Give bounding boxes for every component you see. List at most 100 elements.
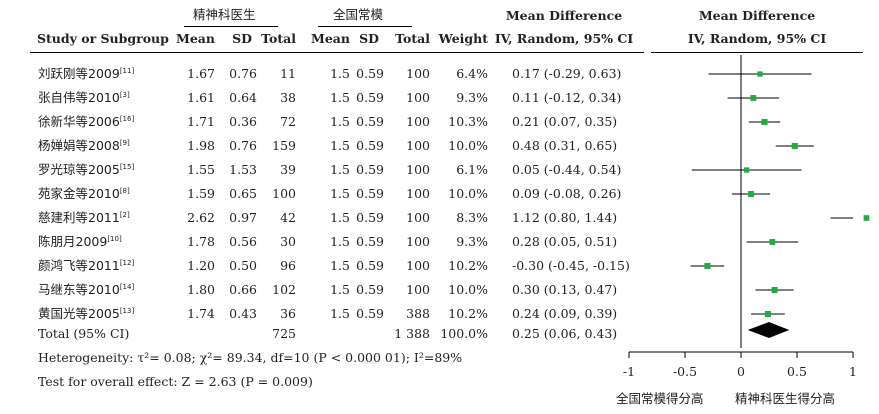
- effect-marker: [769, 239, 776, 245]
- study-weight: 6.4%: [456, 66, 488, 81]
- study-ref: [3]: [119, 90, 130, 99]
- study-n1: 159: [272, 138, 296, 153]
- study-mean2: 1.5: [330, 138, 350, 153]
- x-tick-label: 0.5: [787, 364, 807, 379]
- study-ci: 0.05 (-0.44, 0.54): [512, 162, 622, 177]
- study-mean1: 1.20: [187, 258, 215, 273]
- study-mean2: 1.5: [330, 282, 350, 297]
- effect-marker: [791, 143, 798, 149]
- study-mean2: 1.5: [330, 258, 350, 273]
- study-weight: 10.2%: [448, 258, 488, 273]
- study-ci: 0.09 (-0.08, 0.26): [512, 186, 622, 201]
- study-name: 慈建利等2011[2]: [38, 211, 130, 225]
- study-name: 陈朋月2009[10]: [38, 235, 122, 249]
- study-n2: 388: [406, 306, 430, 321]
- study-name: 苑家金等2010[8]: [38, 187, 130, 201]
- study-name: 刘跃刚等2009[11]: [38, 67, 134, 81]
- study-sd2: 0.59: [356, 66, 384, 81]
- study-sd2: 0.59: [356, 234, 384, 249]
- study-ref: [2]: [119, 210, 130, 219]
- study-sd2: 0.59: [356, 258, 384, 273]
- study-ref: [12]: [119, 258, 135, 267]
- group1-underline: [184, 26, 278, 27]
- x-tick-label: 0: [737, 364, 745, 379]
- study-name: 罗光琼等2005[15]: [38, 163, 134, 177]
- study-name-text: 黄国光等2005: [38, 306, 120, 321]
- col-study: Study or Subgroup: [37, 31, 169, 46]
- study-name-text: 颜鸿飞等2011: [38, 258, 120, 273]
- study-weight: 10.0%: [448, 282, 488, 297]
- study-ref: [11]: [119, 66, 135, 75]
- study-sd2: 0.59: [356, 114, 384, 129]
- effect-marker: [704, 262, 711, 270]
- study-n1: 72: [280, 114, 296, 129]
- study-ci: 0.17 (-0.29, 0.63): [512, 66, 622, 81]
- study-name: 颜鸿飞等2011[12]: [38, 259, 134, 273]
- effect-marker: [748, 191, 755, 197]
- study-sd2: 0.59: [356, 210, 384, 225]
- study-sd2: 0.59: [356, 162, 384, 177]
- study-name: 马继东等2010[14]: [38, 283, 134, 297]
- study-mean2: 1.5: [330, 66, 350, 81]
- study-sd1: 0.43: [229, 306, 257, 321]
- study-mean1: 1.78: [187, 234, 215, 249]
- study-weight: 8.3%: [456, 210, 488, 225]
- study-name-text: 马继东等2010: [38, 282, 120, 297]
- study-weight: 10.0%: [448, 186, 488, 201]
- plot-header-rule: [651, 52, 863, 53]
- study-ref: [9]: [119, 138, 130, 147]
- study-mean2: 1.5: [330, 114, 350, 129]
- study-ci: 0.11 (-0.12, 0.34): [512, 90, 622, 105]
- total-label: Total (95% CI): [38, 326, 130, 341]
- study-ref: [14]: [119, 282, 135, 291]
- effect-marker: [743, 167, 750, 173]
- study-ci: 1.12 (0.80, 1.44): [512, 210, 618, 225]
- study-mean1: 1.67: [187, 66, 215, 81]
- study-sd1: 0.50: [229, 258, 257, 273]
- study-ref: [8]: [119, 186, 130, 195]
- group1-header: 精神科医生: [193, 7, 256, 22]
- study-mean2: 1.5: [330, 186, 350, 201]
- pooled-diamond: [747, 322, 790, 338]
- study-sd1: 0.65: [229, 186, 257, 201]
- study-weight: 9.3%: [456, 90, 488, 105]
- effect-marker: [771, 287, 778, 293]
- study-name: 黄国光等2005[13]: [38, 307, 134, 321]
- study-sd2: 0.59: [356, 90, 384, 105]
- study-ci: -0.30 (-0.45, -0.15): [512, 258, 630, 273]
- study-ci: 0.48 (0.31, 0.65): [512, 138, 618, 153]
- study-n2: 100: [406, 114, 430, 129]
- col-plot-method: IV, Random, 95% CI: [687, 31, 827, 46]
- study-n2: 100: [406, 138, 430, 153]
- study-sd1: 0.76: [229, 66, 257, 81]
- col-sd1: SD: [232, 31, 252, 46]
- study-name-text: 张自伟等2010: [38, 90, 120, 105]
- col-mean1: Mean: [176, 31, 215, 46]
- heterogeneity-text: Heterogeneity: τ²= 0.08; χ²= 89.34, df=1…: [38, 350, 463, 365]
- x-tick-label: -1: [623, 364, 635, 379]
- study-mean2: 1.5: [330, 234, 350, 249]
- study-sd1: 0.56: [229, 234, 257, 249]
- study-n2: 100: [406, 186, 430, 201]
- plot-title: Mean Difference: [698, 8, 816, 23]
- study-mean2: 1.5: [330, 90, 350, 105]
- study-mean1: 1.80: [187, 282, 215, 297]
- study-name-text: 苑家金等2010: [38, 186, 120, 201]
- study-weight: 10.3%: [448, 114, 488, 129]
- study-n2: 100: [406, 282, 430, 297]
- study-name-text: 慈建利等2011: [38, 210, 120, 225]
- study-weight: 10.2%: [448, 306, 488, 321]
- study-name-text: 罗光琼等2005: [38, 162, 120, 177]
- xlabel-left: 全国常模得分高: [616, 391, 704, 406]
- study-n2: 100: [406, 90, 430, 105]
- study-sd2: 0.59: [356, 282, 384, 297]
- study-mean1: 1.74: [187, 306, 215, 321]
- study-n1: 30: [280, 234, 296, 249]
- x-tick-label: -0.5: [673, 364, 697, 379]
- study-n1: 39: [280, 162, 296, 177]
- study-mean2: 1.5: [330, 306, 350, 321]
- effect-marker: [761, 118, 768, 126]
- study-name-text: 刘跃刚等2009: [38, 66, 120, 81]
- study-sd1: 0.97: [229, 210, 257, 225]
